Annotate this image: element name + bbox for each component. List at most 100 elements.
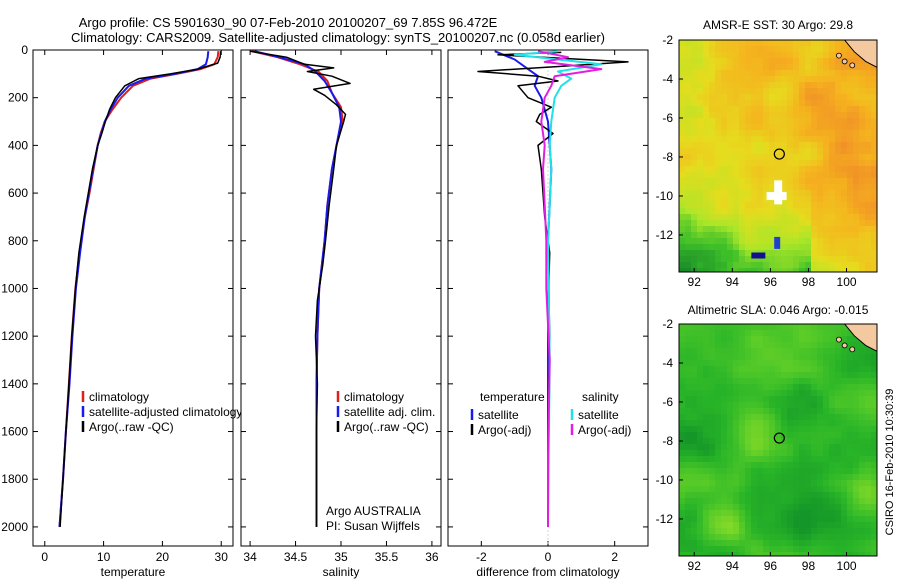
map-cell: [829, 378, 835, 384]
map-cell: [859, 396, 865, 402]
map-cell: [811, 124, 817, 130]
map-cell: [721, 420, 727, 426]
map-cell: [811, 184, 817, 190]
map-cell: [715, 546, 721, 552]
map-cell: [835, 432, 841, 438]
map-cell: [775, 40, 781, 46]
map-cell: [829, 148, 835, 154]
map-cell: [787, 136, 793, 142]
map-cell: [751, 64, 757, 70]
map-cell: [811, 208, 817, 214]
map-cell: [757, 384, 763, 390]
map-cell: [715, 462, 721, 468]
map-cell: [697, 142, 703, 148]
map-cell: [727, 450, 733, 456]
map-cell: [865, 444, 871, 450]
map-cell: [847, 112, 853, 118]
map-cell: [799, 336, 805, 342]
map-cell: [769, 184, 775, 190]
island-shape: [849, 62, 856, 69]
map-cell: [835, 426, 841, 432]
map-cell: [859, 130, 865, 136]
map-cell: [781, 450, 787, 456]
map-cell: [745, 528, 751, 534]
map-cell: [685, 268, 691, 272]
map-cell: [853, 360, 859, 366]
x-axis-label: temperature: [101, 565, 166, 579]
map-cell: [745, 142, 751, 148]
map-cell: [769, 40, 775, 46]
map-cell: [691, 148, 697, 154]
map-cell: [823, 324, 829, 330]
map-cell: [757, 94, 763, 100]
map-cell: [709, 456, 715, 462]
map-cell: [853, 456, 859, 462]
map-cell: [841, 130, 847, 136]
map-cell: [841, 88, 847, 94]
map-cell: [739, 82, 745, 88]
map-cell: [703, 486, 709, 492]
map-cell: [745, 238, 751, 244]
x-tick-label: 0: [41, 550, 48, 564]
map-cell: [847, 468, 853, 474]
map-cell: [811, 396, 817, 402]
map-cell: [841, 238, 847, 244]
map-cell: [763, 348, 769, 354]
map-cell: [853, 208, 859, 214]
map-cell: [811, 498, 817, 504]
map-cell: [679, 504, 685, 510]
map-cell: [859, 492, 865, 498]
map-cell: [703, 226, 709, 232]
map-cell: [769, 402, 775, 408]
map-cell: [781, 208, 787, 214]
map-cell: [847, 262, 853, 268]
map-cell: [829, 244, 835, 250]
map-cell: [793, 384, 799, 390]
map-cell: [733, 402, 739, 408]
map-cell: [859, 262, 865, 268]
map-cell: [811, 52, 817, 58]
map-cell: [721, 426, 727, 432]
map-cell: [865, 456, 871, 462]
map-cell: [823, 420, 829, 426]
map-cell: [793, 444, 799, 450]
map-cell: [709, 402, 715, 408]
map-cell: [715, 250, 721, 256]
x-tick-label: 92: [688, 559, 702, 573]
map-cell: [685, 52, 691, 58]
map-cell: [787, 396, 793, 402]
map-cell: [817, 522, 823, 528]
map-cell: [715, 160, 721, 166]
map-cell: [781, 106, 787, 112]
map-cell: [829, 384, 835, 390]
map-cell: [685, 256, 691, 262]
map-cell: [799, 378, 805, 384]
map-cell: [751, 528, 757, 534]
map-cell: [853, 390, 859, 396]
map-cell: [685, 516, 691, 522]
map-cell: [703, 268, 709, 272]
map-cell: [727, 196, 733, 202]
map-cell: [727, 106, 733, 112]
map-cell: [763, 178, 769, 184]
map-cell: [859, 256, 865, 262]
map-cell: [745, 226, 751, 232]
map-cell: [793, 504, 799, 510]
map-cell: [787, 540, 793, 546]
map-cell: [799, 166, 805, 172]
map-cell: [745, 384, 751, 390]
map-cell: [799, 52, 805, 58]
map-cell: [703, 76, 709, 82]
map-cell: [691, 238, 697, 244]
map-cell: [835, 226, 841, 232]
map-cell: [691, 166, 697, 172]
map-cell: [865, 408, 871, 414]
map-cell: [793, 546, 799, 552]
map-cell: [829, 124, 835, 130]
map-cell: [721, 534, 727, 540]
map-cell: [745, 70, 751, 76]
credit-label: CSIRO 16-Feb-2010 10:30:39: [884, 389, 896, 536]
map-cell: [763, 238, 769, 244]
map-cell: [679, 46, 685, 52]
map-cell: [793, 94, 799, 100]
